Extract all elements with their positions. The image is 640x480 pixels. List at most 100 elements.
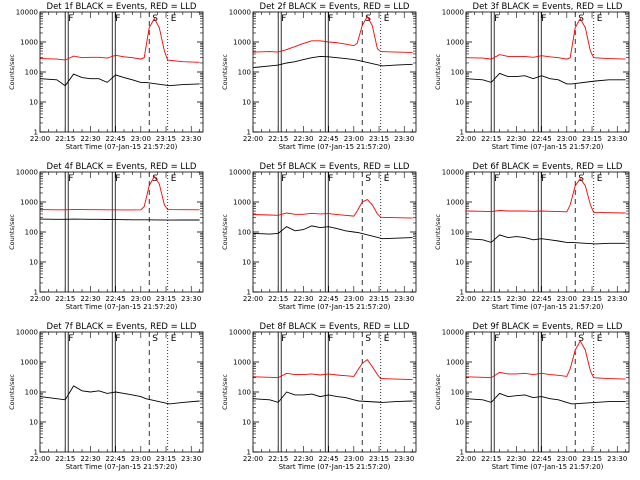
y-tick-label: 1 xyxy=(460,129,464,137)
panel-title: Det 9f BLACK = Events, RED = LLD xyxy=(473,322,623,332)
y-tick-label: 1000 xyxy=(446,199,464,207)
panel-title: Det 7f BLACK = Events, RED = LLD xyxy=(47,322,197,332)
y-tick-label: 1 xyxy=(460,449,464,457)
y-tick-label: 10000 xyxy=(442,9,464,17)
marker-label: E xyxy=(597,334,603,344)
marker-label: F xyxy=(115,334,120,344)
y-axis-label: Counts/sec xyxy=(221,214,229,250)
x-axis-label: Start Time (07-Jan-15 21:57:20) xyxy=(492,463,604,471)
x-axis-label: Start Time (07-Jan-15 21:57:20) xyxy=(279,303,391,311)
plot-frame xyxy=(39,11,204,133)
x-tick-label: 22:00 xyxy=(30,295,50,303)
plot-frame xyxy=(39,171,204,293)
x-tick-label: 23:30 xyxy=(394,295,414,303)
y-tick-label: 10 xyxy=(29,99,38,107)
series-lld-line xyxy=(40,175,200,211)
x-tick-label: 23:00 xyxy=(131,455,151,463)
y-tick-label: 10 xyxy=(242,99,251,107)
series-lld-line xyxy=(466,177,626,214)
x-tick-label: 22:00 xyxy=(243,295,263,303)
plot-frame xyxy=(39,331,204,453)
y-axis-label: Counts/sec xyxy=(8,214,16,250)
series-events-line xyxy=(466,392,626,405)
marker-label: F xyxy=(541,14,546,24)
panel-det-9f: Det 9f BLACK = Events, RED = LLD 1 10 100 10… xyxy=(434,322,630,471)
y-tick-label: 1 xyxy=(34,129,38,137)
marker-label: S xyxy=(152,174,158,184)
x-tick-label: 22:15 xyxy=(55,295,75,303)
marker-label: F xyxy=(68,174,73,184)
panel-title: Det 3f BLACK = Events, RED = LLD xyxy=(473,2,623,12)
x-tick-label: 23:15 xyxy=(156,455,176,463)
marker-label: E xyxy=(171,334,177,344)
x-tick-label: 22:15 xyxy=(268,295,288,303)
panel-det-7f: Det 7f BLACK = Events, RED = LLD 1 10 100 10… xyxy=(8,322,204,471)
x-tick-label: 22:45 xyxy=(319,295,339,303)
y-tick-label: 10 xyxy=(242,259,251,267)
x-tick-label: 22:30 xyxy=(80,135,100,143)
panel-title: Det 8f BLACK = Events, RED = LLD xyxy=(260,322,410,332)
x-tick-label: 22:15 xyxy=(55,455,75,463)
marker-label: S xyxy=(365,334,371,344)
x-axis-label: Start Time (07-Jan-15 21:57:20) xyxy=(66,303,178,311)
y-tick-label: 100 xyxy=(25,69,38,77)
panel-det-1f: Det 1f BLACK = Events, RED = LLD 1 10 100 10… xyxy=(8,2,204,151)
x-tick-label: 22:00 xyxy=(243,455,263,463)
panel-det-3f: Det 3f BLACK = Events, RED = LLD 1 10 100 10… xyxy=(434,2,630,151)
marker-label: S xyxy=(365,174,371,184)
x-tick-label: 23:15 xyxy=(369,295,389,303)
panel-det-8f: Det 8f BLACK = Events, RED = LLD 1 10 100 10… xyxy=(221,322,417,471)
series-events-line xyxy=(40,73,200,87)
x-tick-label: 22:15 xyxy=(268,455,288,463)
x-tick-label: 22:45 xyxy=(532,295,552,303)
x-axis-label: Start Time (07-Jan-15 21:57:20) xyxy=(279,143,391,151)
y-tick-label: 1 xyxy=(460,289,464,297)
series-lld-line xyxy=(253,199,413,219)
y-tick-label: 1 xyxy=(247,449,251,457)
x-tick-label: 22:00 xyxy=(456,295,476,303)
series-lld-line xyxy=(466,340,626,380)
marker-label: E xyxy=(171,14,177,24)
x-axis-label: Start Time (07-Jan-15 21:57:20) xyxy=(279,463,391,471)
y-axis-label: Counts/sec xyxy=(434,214,442,250)
x-axis-label: Start Time (07-Jan-15 21:57:20) xyxy=(492,303,604,311)
marker-label: F xyxy=(281,174,286,184)
plot-frame xyxy=(465,171,630,293)
x-tick-label: 22:45 xyxy=(106,455,126,463)
panel-det-4f: Det 4f BLACK = Events, RED = LLD 1 10 100 10… xyxy=(8,162,204,311)
x-tick-label: 23:30 xyxy=(607,135,627,143)
x-tick-label: 23:30 xyxy=(394,135,414,143)
plot-frame xyxy=(465,331,630,453)
x-tick-label: 23:30 xyxy=(607,455,627,463)
x-tick-label: 22:00 xyxy=(456,135,476,143)
x-tick-label: 23:00 xyxy=(557,135,577,143)
x-tick-label: 22:30 xyxy=(293,455,313,463)
x-tick-label: 22:15 xyxy=(481,455,501,463)
x-tick-label: 23:00 xyxy=(557,295,577,303)
x-tick-label: 22:00 xyxy=(30,135,50,143)
y-tick-label: 100 xyxy=(25,229,38,237)
y-tick-label: 10000 xyxy=(16,329,38,337)
series-lld-line xyxy=(40,17,200,63)
panel-det-6f: Det 6f BLACK = Events, RED = LLD 1 10 100 10… xyxy=(434,162,630,311)
series-events-line xyxy=(466,72,626,85)
marker-label: F xyxy=(494,174,499,184)
x-tick-label: 22:30 xyxy=(293,295,313,303)
x-tick-label: 22:30 xyxy=(506,295,526,303)
x-tick-label: 23:30 xyxy=(181,455,201,463)
x-tick-label: 23:30 xyxy=(394,455,414,463)
series-events-line xyxy=(466,234,626,245)
x-tick-label: 23:15 xyxy=(582,455,602,463)
x-tick-label: 22:45 xyxy=(106,135,126,143)
x-tick-label: 22:30 xyxy=(80,295,100,303)
y-axis-label: Counts/sec xyxy=(434,374,442,410)
marker-label: F xyxy=(494,334,499,344)
marker-label: S xyxy=(578,14,584,24)
marker-label: E xyxy=(384,14,390,24)
marker-label: S xyxy=(578,334,584,344)
x-tick-label: 22:00 xyxy=(456,455,476,463)
x-tick-label: 23:00 xyxy=(131,295,151,303)
x-tick-label: 23:00 xyxy=(131,135,151,143)
plot-frame xyxy=(252,171,417,293)
